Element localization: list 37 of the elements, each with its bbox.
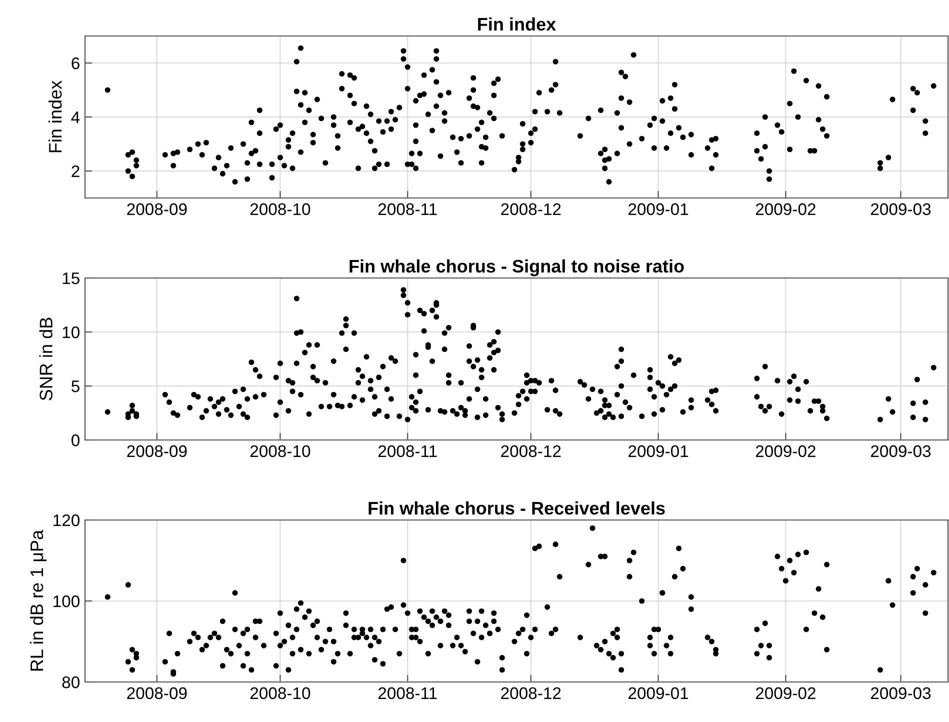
y-tick-label: 4 [71,112,80,124]
y-tick-label: 120 [54,514,80,526]
y-axis-title: SNR in dB [39,318,52,400]
y-tick-label: 80 [62,676,80,688]
x-tick-label: 2008-11 [378,687,437,700]
x-tick-label: 2008-09 [127,687,187,700]
x-tick-label: 2008-09 [127,203,187,216]
x-tick-label: 2009-02 [756,445,816,458]
x-tick-label: 2008-10 [250,445,310,458]
x-tick-label: 2009-03 [871,203,931,216]
y-tick-label: 0 [72,434,80,446]
y-tick-label: 5 [72,380,80,392]
y-tick-label: 10 [62,326,80,338]
x-tick-label: 2008-11 [378,203,437,216]
x-tick-label: 2008-12 [501,687,561,700]
y-tick-label: 15 [62,272,80,284]
x-tick-label: 2009-01 [628,687,688,700]
x-tick-label: 2009-01 [628,203,688,216]
x-tick-label: 2009-03 [871,445,931,458]
x-tick-label: 2008-12 [501,445,561,458]
x-tick-label: 2008-10 [250,203,310,216]
y-tick-label: 6 [72,57,80,70]
y-axis-title: Fin index [48,80,62,152]
x-tick-label: 2009-01 [628,445,688,458]
x-tick-label: 2008-09 [127,445,187,458]
y-tick-label: 100 [54,595,80,608]
x-tick-label: 2008-10 [250,687,310,700]
chart-title: Fin whale chorus - Received levels [368,501,665,515]
y-tick-label: 2 [72,165,80,178]
x-tick-label: 2009-03 [871,687,931,700]
y-axis-title: RL in dB re 1 μPa [30,530,46,671]
chart-title: Fin whale chorus - Signal to noise ratio [350,259,684,276]
x-tick-label: 2009-02 [756,687,816,700]
x-tick-label: 2008-12 [501,203,561,216]
chart-title: Fin index [478,17,556,31]
x-tick-label: 2009-02 [756,203,816,216]
x-tick-label: 2008-11 [378,445,437,458]
